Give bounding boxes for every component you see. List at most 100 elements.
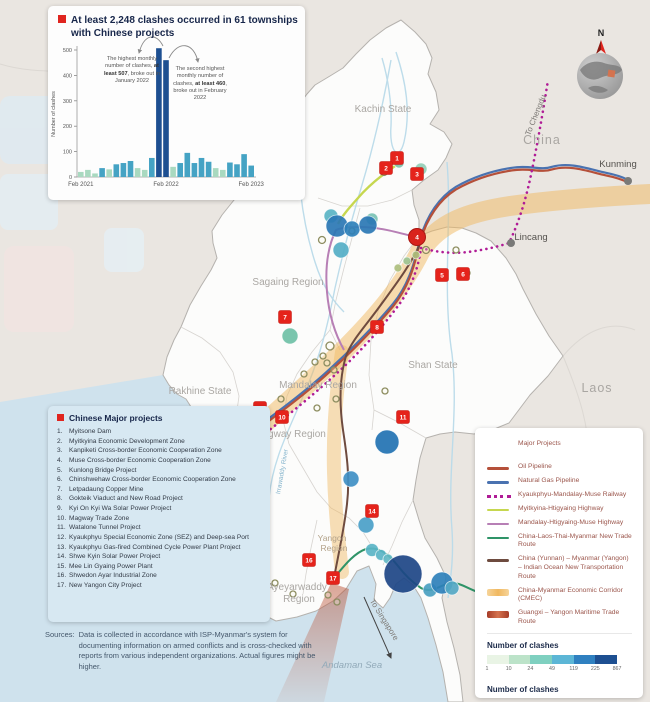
ramp-segment (595, 654, 618, 664)
gas-pipeline (225, 163, 629, 452)
chart-bars (78, 48, 254, 177)
project-name: Myitsone Dam (69, 428, 112, 435)
project-name: Watalone Tunnel Project (69, 524, 141, 532)
bar-Mar-2022 (170, 166, 176, 177)
map-label: Kachin State (355, 104, 412, 115)
legend-item-label: Major Projects (518, 440, 561, 447)
clash-bubble (421, 245, 431, 255)
bar-Sep-2022 (212, 168, 219, 177)
map-label: China (523, 133, 561, 147)
clash-bubble (281, 327, 299, 345)
bar-Sep-2021 (127, 160, 134, 177)
bar-Dec-2022 (234, 164, 240, 177)
clash-bubble (381, 387, 389, 395)
project-number: 13. (57, 543, 67, 551)
y-tick-label: 400 (63, 73, 72, 79)
legend-item: Myitkyina-Htigyaing Highway (487, 505, 632, 514)
swatch-shape (487, 467, 509, 470)
project-marker-square (410, 167, 424, 181)
project-number: 10. (57, 514, 67, 522)
legend-swatch-line-icon (487, 464, 511, 470)
legend-item-label: Natural Gas Pipeline (518, 477, 580, 485)
project-marker-number: 11 (400, 414, 407, 421)
projects-panel-title: Chinese Major projects (57, 413, 261, 423)
project-name: Shwedon Ayar Industrial Zone (69, 572, 157, 580)
project-list-item: 7. Letpadaung Copper Mine (57, 486, 261, 494)
clash-bubble (393, 263, 403, 273)
map-labels-group: China Laos Kachin State Sagaing Region Shan … (169, 93, 637, 671)
sources-label: Sources: (45, 630, 75, 639)
legend-item-label: China (Yunnan) – Myanmar (Yangon) – Indi… (518, 555, 629, 580)
project-list-item: 1. Myitsone Dam (57, 428, 261, 436)
project-name: Myitkyina Economic Development Zone (69, 437, 185, 445)
legend-item: Kyaukphyu-Mandalay-Muse Railway (487, 491, 632, 500)
y-tick-label: 0 (69, 175, 72, 181)
map-label: Shan State (408, 360, 458, 371)
project-marker-number: 5 (440, 272, 444, 279)
map-label: Lincang (514, 232, 547, 243)
map-legend-panel: Major Projects Oil Pipeline Natural Gas Pi… (475, 428, 643, 698)
project-marker-square (379, 161, 393, 175)
city-dot (507, 239, 515, 247)
bar-Dec-2021 (149, 157, 155, 177)
project-name: Kyaukphyu Special Economic Zone (SEZ) an… (69, 533, 249, 541)
ramp-tick-label: 867 (612, 665, 622, 672)
bar-Nov-2022 (227, 162, 233, 177)
clash-bubble (323, 359, 331, 367)
map-label: Laos (581, 381, 612, 395)
bar-Jul-2022 (198, 157, 205, 177)
project-name: Kunlong Bridge Project (69, 466, 137, 474)
swatch-shape (487, 481, 509, 484)
project-number: 3. (57, 447, 63, 455)
project-marker-number: 16 (305, 557, 313, 564)
map-label: Region (283, 594, 315, 605)
project-marker-number: 14 (368, 508, 376, 515)
oil-pipeline (225, 166, 629, 455)
bar-Feb-2022 (163, 60, 169, 177)
clash-bubble (332, 395, 340, 403)
project-marker-square (390, 151, 404, 165)
project-marker-number: 8 (375, 324, 379, 331)
swatch-shape (487, 508, 509, 512)
legend-swatch-band-icon (487, 610, 511, 619)
project-number: 7. (57, 485, 63, 493)
swatch-shape (487, 559, 509, 562)
city-dots-group (507, 177, 632, 247)
legend-item: Major Projects (487, 440, 632, 458)
project-marker-square (456, 267, 470, 281)
ramp-tick-label: 49 (549, 665, 555, 672)
swatch-shape (487, 536, 509, 540)
clash-bubbles-group (251, 157, 471, 606)
project-number: 5. (57, 466, 63, 474)
projects-list-panel: Chinese Major projects 1. Myitsone Dam 2. M… (48, 406, 270, 622)
ramp-tick-label: 10 (505, 665, 512, 672)
bar-Feb-2021 (78, 171, 84, 177)
bar-Aug-2021 (120, 163, 127, 177)
clash-bubble (444, 580, 460, 596)
project-name: Shwe Kyin Solar Power Project (69, 553, 161, 561)
project-name: Kyi On Kyi Wa Solar Power Project (69, 505, 172, 512)
clash-bubble (357, 516, 375, 534)
project-marker-number: 17 (329, 575, 337, 582)
bar-Mar-2021 (85, 169, 91, 177)
project-marker-number: 3 (415, 171, 419, 178)
project-name: Muse Cross-border Economic Cooperation Z… (69, 456, 211, 464)
clash-bubble (317, 235, 327, 245)
ramp-segment (573, 654, 596, 664)
legend-item: China (Yunnan) – Myanmar (Yangon) – Indi… (487, 555, 632, 581)
bar-Aug-2022 (205, 161, 212, 177)
project-list-item: 3. Kanpiketi Cross-border Economic Cooper… (57, 447, 261, 455)
compass: N (596, 28, 606, 54)
ramp-tick-label: 225 (590, 665, 600, 672)
map-label: Rakhine State (169, 386, 232, 397)
x-tick-label: Feb 2021 (68, 182, 94, 188)
legend-item-label: China-Laos-Thai-Myanmar New Trade Route (518, 532, 632, 549)
clash-bubble (325, 341, 335, 351)
legend-swatch-square-icon (487, 441, 511, 459)
project-marker-number: 2 (384, 165, 388, 172)
salween-river (446, 161, 455, 599)
swatch-shape (487, 494, 511, 498)
bar-Apr-2021 (92, 173, 98, 177)
bar-Nov-2021 (141, 169, 148, 177)
ramp-tick-label: 1 (485, 665, 489, 672)
